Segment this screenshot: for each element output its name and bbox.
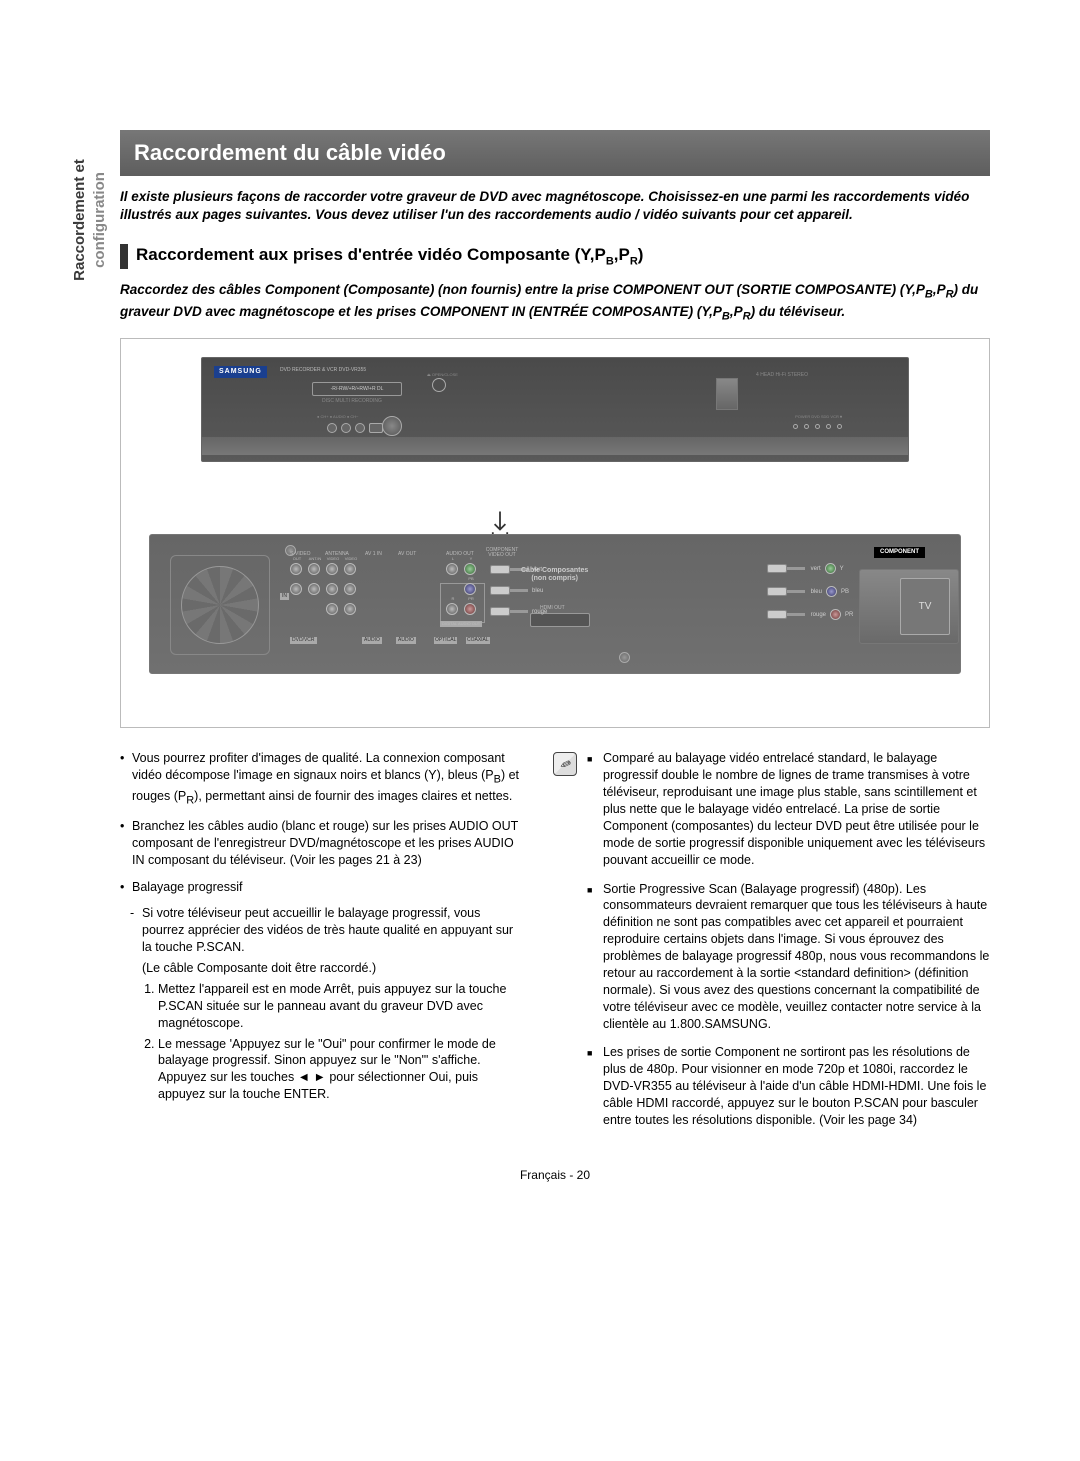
avout-audio-r-port: [344, 603, 356, 615]
av1-video-port: VIDEO: [326, 563, 338, 575]
svideo-out-port: OUT: [290, 563, 302, 575]
paren-note: (Le câble Composante doit être raccordé.…: [120, 960, 523, 977]
vcr-door: [716, 378, 738, 410]
avout-label: AV OUT: [398, 551, 416, 558]
front-buttons: [327, 423, 383, 433]
avout-audio-l-port: [344, 583, 356, 595]
section-tab: Raccordement et configuration: [70, 150, 111, 290]
subscript-b: B: [606, 256, 614, 268]
screw-icon: [619, 652, 630, 663]
dvdvcr-label: DVD/VCR: [290, 637, 317, 644]
jog-dial-icon: [382, 416, 402, 436]
component-y-port: Y: [464, 563, 476, 575]
led-row: [793, 424, 842, 429]
list-item: Mettez l'appareil est en mode Arrêt, pui…: [158, 981, 523, 1032]
component-badge: COMPONENT: [874, 547, 925, 557]
optical-label: OPTICAL: [434, 637, 457, 644]
eject-button-icon: [432, 378, 446, 392]
subheading-end: ): [638, 245, 644, 264]
dash-item: Si votre téléviseur peut accueillir le b…: [120, 905, 523, 956]
brand-badge: SAMSUNG: [214, 366, 267, 377]
audioout-r-port: R: [446, 603, 458, 615]
disc-slot: -R/-RW/+R/+RW/+R DL: [312, 382, 402, 396]
fan-vent-icon: [170, 555, 270, 655]
av1-audio-l-port: [326, 583, 338, 595]
model-label: DVD RECORDER & VCR DVD-VR355: [280, 367, 366, 374]
component-pb-port: PB: [464, 583, 476, 595]
antenna-in-port: ANT.IN: [308, 563, 320, 575]
note-item: Sortie Progressive Scan (Balayage progre…: [587, 881, 990, 1033]
subheading-mid: ,P: [614, 245, 630, 264]
numbered-list: Mettez l'appareil est en mode Arrêt, pui…: [120, 981, 523, 1103]
audio-label-2: AUDIO: [396, 637, 416, 644]
intro-paragraph: Il existe plusieurs façons de raccorder …: [120, 188, 990, 224]
audio-label-1: AUDIO: [362, 637, 382, 644]
avout-video-port: VIDEO: [344, 563, 356, 575]
antenna-out-port: [308, 583, 320, 595]
body-columns: Vous pourrez profiter d'images de qualit…: [120, 750, 990, 1140]
coaxial-label: COAXIAL: [466, 637, 490, 644]
digital-label: DIGITAL AUDIO OUT: [440, 621, 482, 626]
component-pr-port: PR: [464, 603, 476, 615]
svideo-in-port: [290, 583, 302, 595]
bullet-item: Branchez les câbles audio (blanc et roug…: [120, 818, 523, 869]
tv-component-ports: vertY bleuPB rougePR: [767, 563, 859, 620]
note-item: Les prises de sortie Component ne sortir…: [587, 1044, 990, 1128]
page-title: Raccordement du câble vidéo: [120, 130, 990, 176]
bullet-item: Vous pourrez profiter d'images de qualit…: [120, 750, 523, 808]
hifi-label: 4 HEAD Hi-Fi STEREO: [756, 372, 808, 379]
audioout-l-port: L: [446, 563, 458, 575]
tv-icon: TV: [859, 569, 959, 644]
subscript-r: R: [630, 256, 638, 268]
left-column: Vous pourrez profiter d'images de qualit…: [120, 750, 523, 1140]
page-footer: Français - 20: [120, 1167, 990, 1183]
in-label: IN: [280, 593, 289, 600]
device-front: SAMSUNG DVD RECORDER & VCR DVD-VR355 -R/…: [201, 357, 909, 462]
bullet-item: Balayage progressif: [120, 879, 523, 896]
eject-label: ⏏ OPEN/CLOSE: [427, 372, 458, 377]
note-item: Comparé au balayage vidéo entrelacé stan…: [587, 750, 990, 868]
note-icon: [553, 752, 577, 776]
slot-sublabel: DISC MULTI RECORDING: [322, 398, 382, 405]
av1-audio-r-port: [326, 603, 338, 615]
manual-page: Raccordement et configuration Raccordeme…: [0, 0, 1080, 1223]
subheading: Raccordement aux prises d'entrée vidéo C…: [120, 244, 990, 269]
section-tab-line1: Raccordement et: [70, 150, 90, 290]
right-column: Comparé au balayage vidéo entrelacé stan…: [553, 750, 990, 1140]
tv-screen: TV: [900, 578, 950, 635]
section-tab-line2: configuration: [90, 150, 110, 290]
cable-caption: Câble Composantes (non compris): [521, 567, 588, 582]
led-labels: POWER DVD SDD VCR ⏺: [795, 414, 842, 419]
front-button-labels: ● CH+ ● AUDIO ● CH−: [317, 414, 358, 419]
subheading-text: Raccordement aux prises d'entrée vidéo C…: [136, 245, 606, 264]
list-item: Le message 'Appuyez sur le "Oui" pour co…: [158, 1036, 523, 1104]
sub-intro: Raccordez des câbles Component (Composan…: [120, 281, 990, 324]
connection-diagram: SAMSUNG DVD RECORDER & VCR DVD-VR355 -R/…: [120, 338, 990, 728]
